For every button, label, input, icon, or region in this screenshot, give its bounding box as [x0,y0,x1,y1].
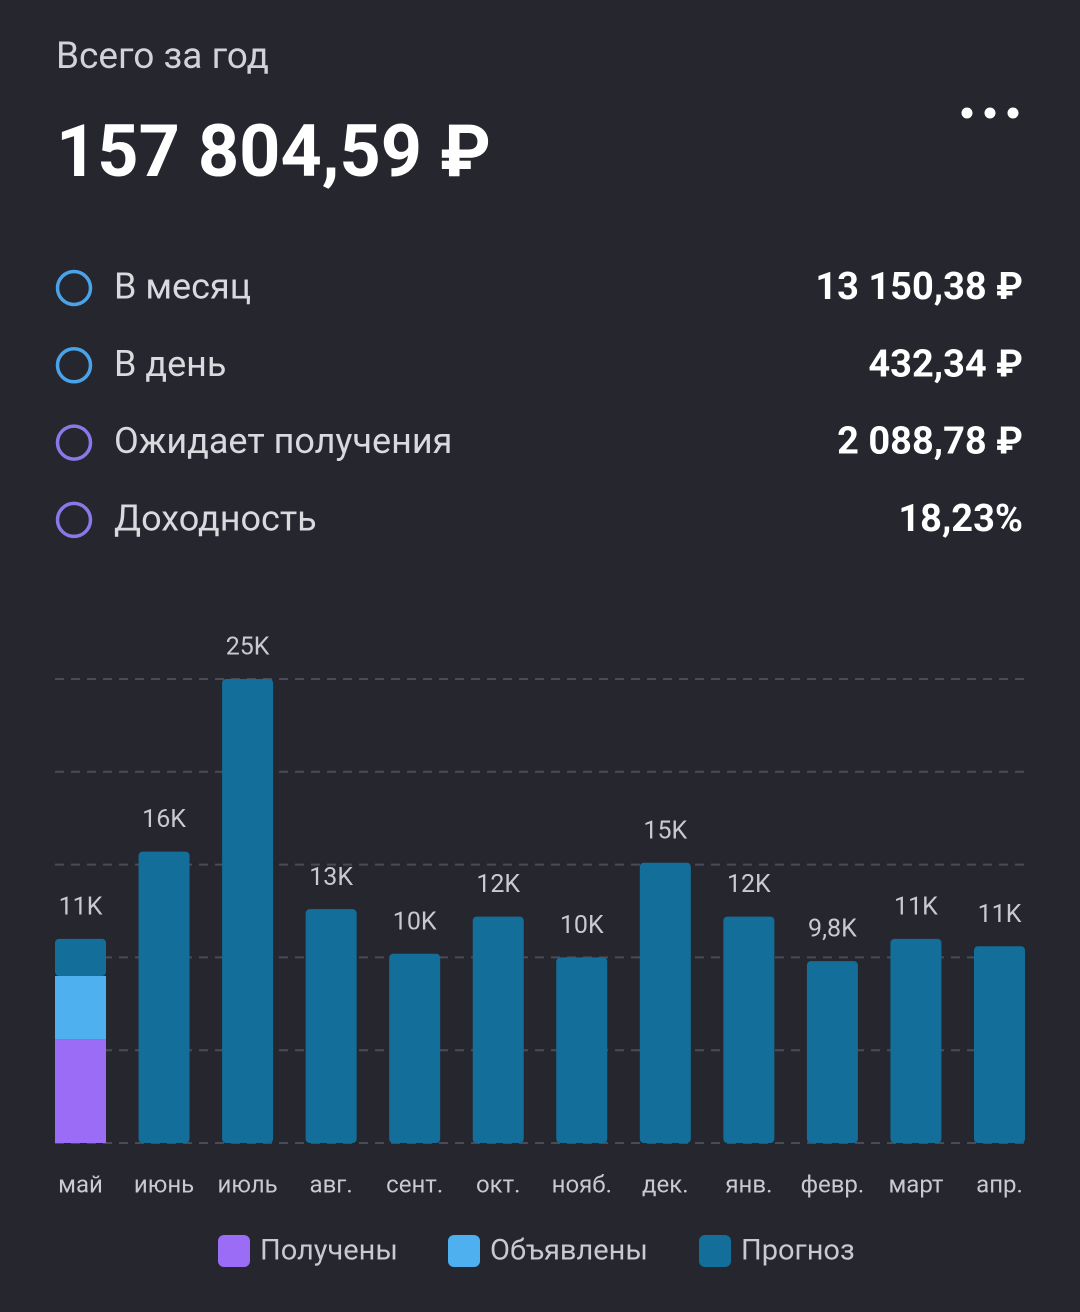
x-tick-label: апр. [976,1170,1023,1198]
bar-segment [305,909,357,1143]
bar-segment [974,946,1025,1143]
x-tick-label: авг. [310,1170,353,1198]
bar-segment [639,862,691,1143]
stat-value: 13 150,38 ₽ [815,265,1023,309]
x-tick-label: янв. [725,1170,772,1198]
bar-segment [556,957,608,1143]
stats: В месяц 13 150,38 ₽ В день 432,34 ₽ Ожидает … [55,265,1023,541]
total: 157 804,59 ₽ [56,109,491,194]
more-button[interactable] [961,107,1019,119]
bar-segment [55,975,106,1040]
stat-label: Доходность [114,497,317,539]
value-label: 16K [142,805,186,834]
value-label: 11K [894,892,938,921]
x-tick-label: март [888,1170,943,1198]
bar-segment [389,953,441,1143]
stat-value: 432,34 ₽ [868,342,1023,386]
value-label: 10K [560,911,604,940]
stat-label: Ожидает получения [114,420,452,462]
value-label: 12K [727,870,771,899]
value-label: 13K [309,863,353,892]
legend-label: Прогноз [741,1234,855,1268]
stat-marker [55,424,93,461]
value-label: 10K [393,907,437,936]
value-label: 15K [643,816,687,845]
x-tick-label: сент. [386,1170,443,1198]
bar-segment [222,679,274,1143]
bar-segment [138,851,190,1143]
x-tick-label: нояб. [552,1170,612,1198]
stat-label: В день [114,343,226,385]
legend-swatch [218,1235,250,1267]
dot [1007,107,1019,119]
bar-segment [723,916,775,1143]
legend-label: Объявлены [490,1234,648,1268]
bar-segment [472,916,524,1143]
value-label: 11K [59,892,103,921]
stat-marker [55,269,93,307]
x-tick-label: дек. [642,1170,689,1198]
x-tick-label: февр. [801,1170,865,1198]
chart: 11K май 16K июнь 25K июль 13K авг. 10K сент. 12K ок… [55,633,1025,1268]
value-label: 9,8K [808,915,857,944]
bar-segment [55,1039,106,1143]
dot [984,107,996,119]
legend-swatch [448,1235,480,1267]
stat-marker [55,347,93,384]
legend-swatch [699,1235,731,1267]
bar-segment [890,938,942,1143]
x-tick-label: май [58,1170,103,1198]
value-label: 12K [476,870,520,899]
legend-label: Получены [260,1234,398,1268]
dot [961,107,973,119]
x-tick-label: окт. [476,1170,521,1198]
title: Всего за год [56,35,269,78]
stat-label: В месяц [114,266,251,308]
stat-value: 2 088,78 ₽ [837,420,1023,464]
x-tick-label: июль [217,1170,277,1198]
value-label: 25K [226,633,270,662]
value-label: 11K [978,900,1022,929]
bar-segment [806,961,858,1143]
stat-value: 18,23% [898,497,1023,541]
bar-segment [55,938,106,976]
x-tick-label: июнь [134,1170,194,1198]
stat-marker [55,501,93,539]
